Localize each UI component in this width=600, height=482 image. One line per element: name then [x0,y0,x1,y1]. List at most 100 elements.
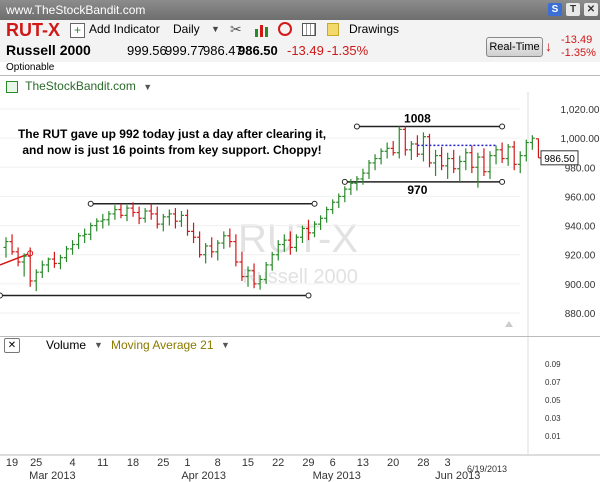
drawings-button[interactable]: Drawings [349,22,400,36]
month-label: Apr 2013 [181,470,226,482]
line-handle [341,178,348,185]
ohlc-bar [439,146,445,171]
panel-checkbox-icon[interactable] [6,80,18,93]
date-tick-label: 1 [184,457,190,469]
last-price-label: 986.50 [544,154,575,165]
notes-icon[interactable] [327,23,339,36]
ohlc-bar [154,206,160,229]
level-label: 1008 [404,111,431,125]
quote-change: -13.49 [287,43,324,58]
line-handle [311,200,318,207]
ohlc-bar [100,213,106,229]
site-url: www.TheStockBandit.com [6,3,146,17]
ohlc-bar [360,168,366,185]
ohlc-bar [263,262,269,284]
text-size-icon[interactable]: T [566,3,580,16]
share-icon[interactable]: S [548,3,562,16]
last-price-box: 986.50 [540,150,579,166]
ohlc-bar [136,206,142,225]
ohlc-bar [106,211,112,226]
price-axis: 880.00 900.00 920.00 940.00 960.00 980.00 1,00… [505,105,600,327]
line-handle [499,123,506,130]
date-tick-label: 18 [127,457,139,469]
ohlc-bar [227,228,233,248]
date-tick-label: 28 [417,457,429,469]
volume-tick-label: 0.07 [545,378,561,387]
volume-chevron-down-icon[interactable]: ▼ [94,340,103,350]
tools-icon[interactable]: ✂ [230,21,242,37]
ohlc-bar [203,243,209,264]
price-tick-label: 1,020.00 [561,105,600,116]
ohlc-bar [39,260,45,279]
panel-chevron-down-icon[interactable]: ▼ [143,82,153,92]
chart-toolbar: RUT-X + Add Indicator Daily ▼ ✂ Drawings [0,20,600,40]
quote-high: 999.77 [165,43,205,58]
ohlc-bar [529,135,535,150]
price-tick-label: 900.00 [565,280,596,291]
ohlc-bar [342,186,348,203]
level-label: 970 [407,183,427,197]
ohlc-bar [517,151,523,174]
ohlc-bar [172,208,178,229]
watermark-symbol: RUT-X [238,217,358,261]
ohlc-bar [499,142,505,163]
watermark-name: Russell 2000 [242,266,358,288]
last-price-frame [540,150,579,166]
volume-panel-header: ✕ Volume ▼ Moving Average 21 ▼ [0,336,600,355]
add-indicator-icon[interactable]: + [70,23,85,38]
date-tick-label: 29 [302,457,314,469]
ohlc-bar [293,234,299,252]
ohlc-bar [427,133,432,168]
real-time-button[interactable]: Real-Time [486,37,543,57]
symbol-input[interactable]: RUT-X [6,20,60,40]
ohlc-bar [82,228,88,244]
price-tick-label: 880.00 [565,309,596,320]
volume-close-icon[interactable]: ✕ [4,338,20,353]
ohlc-bar [57,254,63,270]
ohlc-bar [445,152,451,179]
chart-annotation: The RUT gave up 992 today just a day aft… [18,127,326,157]
date-tick-label: 8 [215,457,221,469]
date-tick-label: 3 [445,457,451,469]
price-tick-label: 980.00 [565,163,596,174]
line-handle [87,200,94,207]
add-indicator-button[interactable]: Add Indicator [89,22,160,36]
ohlc-bar [269,251,275,271]
scroll-up-icon [505,321,513,327]
close-icon[interactable]: ✕ [584,3,598,16]
month-label: May 2013 [313,470,361,482]
ohlc-bar [148,203,154,220]
realtime-change-pct: -1.35% [561,47,596,59]
price-bars [3,126,541,292]
ohlc-bar [130,202,136,217]
ohlc-bar [70,240,76,255]
ohlc-bar [402,126,408,156]
date-tick-label: 19 [6,457,18,469]
ohlc-bar [511,141,517,171]
ohlc-bar [354,176,360,191]
ohlc-bar [457,155,463,182]
ohlc-bar [221,231,227,249]
ohlc-bar [21,253,27,277]
ohlc-bar [166,209,172,226]
ohlc-bar [299,225,305,244]
ohlc-bar [281,234,287,252]
ohlc-bar [378,148,384,165]
quote-bar: Russell 2000 999.56 999.77 986.47 986.50… [0,40,600,62]
annotation-line: The RUT gave up 992 today just a day aft… [18,127,326,141]
interval-select[interactable]: Daily [173,22,200,36]
instrument-name: Russell 2000 [6,42,91,58]
interval-chevron-down-icon[interactable]: ▼ [211,24,220,34]
grid-add-icon[interactable] [302,23,316,36]
month-label: Mar 2013 [29,470,75,482]
alarm-clock-icon[interactable] [278,22,292,36]
ohlc-bar [257,275,263,290]
bar-chart-icon[interactable] [254,23,270,37]
ohlc-bar [112,205,118,220]
ma-chevron-down-icon[interactable]: ▼ [221,340,230,350]
price-grid [0,92,600,456]
line-handle [499,178,506,185]
ohlc-bar [197,231,203,258]
